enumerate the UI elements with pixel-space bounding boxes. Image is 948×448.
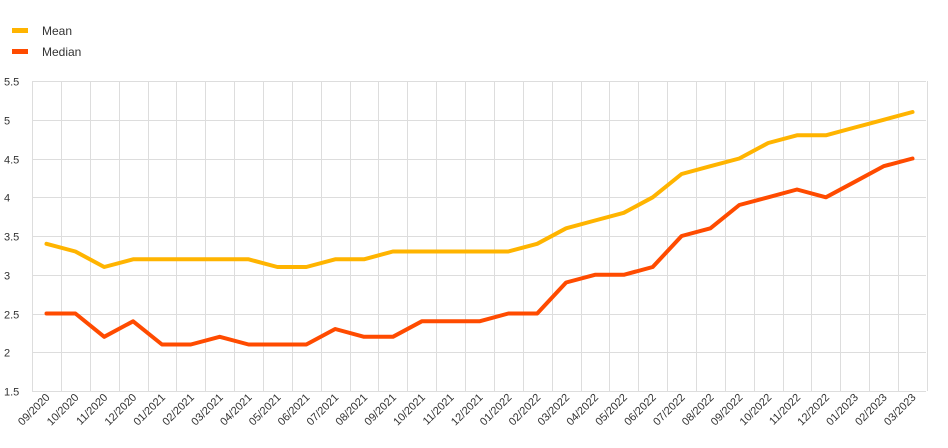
x-tick-label: 10/2020 <box>45 392 82 429</box>
y-tick-label: 2 <box>4 348 10 360</box>
series-line-median <box>44 156 915 347</box>
y-tick-label: 5 <box>4 116 10 128</box>
legend-item-mean: Mean <box>12 20 81 41</box>
y-tick-label: 3 <box>4 271 10 283</box>
legend-swatch-mean <box>12 28 28 33</box>
y-tick-label: 4 <box>4 193 10 205</box>
legend: Mean Median <box>12 20 81 62</box>
x-tick-label: 03/2023 <box>882 392 919 429</box>
y-tick-label: 5.5 <box>4 77 19 89</box>
series-line-mean <box>44 110 915 269</box>
legend-swatch-median <box>12 49 28 54</box>
x-tick-label: 10/2022 <box>738 392 775 429</box>
y-tick-label: 1.5 <box>4 387 19 399</box>
y-tick-label: 4.5 <box>4 155 19 167</box>
legend-label-mean: Mean <box>42 23 73 38</box>
y-tick-label: 3.5 <box>4 232 19 244</box>
legend-label-median: Median <box>42 44 82 59</box>
x-tick-label: 10/2021 <box>391 392 428 429</box>
legend-item-median: Median <box>12 41 81 62</box>
y-tick-label: 2.5 <box>4 310 19 322</box>
